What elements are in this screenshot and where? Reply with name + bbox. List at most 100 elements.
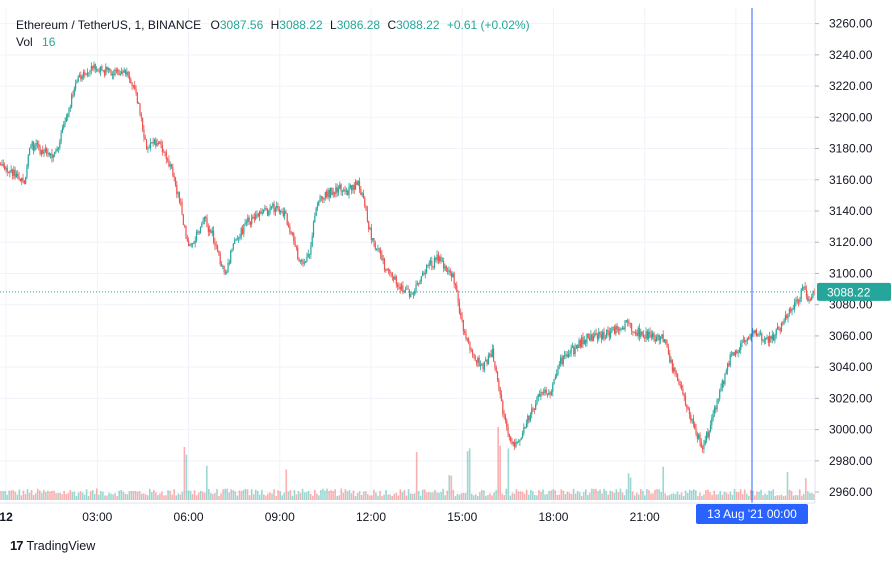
candle bbox=[118, 69, 120, 76]
candle bbox=[562, 355, 564, 367]
candle-body bbox=[608, 331, 610, 338]
candle bbox=[55, 148, 57, 154]
candle bbox=[332, 187, 334, 198]
candle-body bbox=[500, 394, 503, 402]
candle bbox=[783, 318, 785, 325]
volume-bar bbox=[403, 489, 406, 500]
candle bbox=[511, 437, 513, 446]
candle-body bbox=[390, 272, 392, 274]
candle bbox=[612, 326, 614, 331]
candle-body bbox=[519, 439, 521, 442]
candle-body bbox=[385, 270, 387, 271]
volume-bar bbox=[250, 489, 253, 500]
candle bbox=[754, 329, 756, 335]
candle bbox=[74, 79, 77, 92]
candle-body bbox=[494, 361, 496, 368]
candle-body bbox=[64, 121, 66, 125]
candle-body bbox=[364, 198, 366, 206]
candle-body bbox=[13, 169, 15, 176]
volume-bar bbox=[383, 494, 385, 500]
volume-bar bbox=[587, 494, 589, 500]
volume-bar bbox=[493, 492, 495, 500]
candle-body bbox=[330, 187, 332, 198]
candle-body bbox=[478, 357, 480, 366]
candle-body bbox=[748, 337, 750, 339]
volume-bar bbox=[263, 494, 265, 500]
candle bbox=[211, 226, 213, 237]
candle bbox=[259, 210, 261, 222]
candle bbox=[708, 429, 710, 441]
candle-body bbox=[595, 333, 597, 335]
candle bbox=[482, 362, 484, 373]
volume-bar bbox=[307, 490, 310, 500]
candle-body bbox=[190, 243, 192, 245]
candle-body bbox=[683, 394, 685, 397]
candle bbox=[494, 361, 496, 371]
candle bbox=[663, 338, 666, 343]
candle-body bbox=[506, 420, 508, 428]
candle bbox=[173, 172, 175, 182]
candle bbox=[255, 210, 257, 221]
candle bbox=[586, 333, 588, 347]
tradingview-logo[interactable]: 17 TradingView bbox=[10, 538, 95, 553]
volume-bar bbox=[540, 491, 542, 500]
candle-body bbox=[779, 327, 781, 332]
volume-bar bbox=[177, 493, 180, 500]
candle bbox=[165, 149, 167, 164]
candle bbox=[557, 365, 559, 376]
volume-bar bbox=[187, 490, 190, 500]
candle-body bbox=[127, 72, 129, 77]
volume-bar bbox=[750, 490, 752, 500]
candle bbox=[76, 79, 78, 84]
candle-body bbox=[758, 334, 760, 335]
candle-body bbox=[40, 149, 43, 155]
candle-body bbox=[74, 83, 77, 89]
volume-bar bbox=[430, 492, 432, 500]
candle bbox=[17, 170, 19, 180]
candle-body bbox=[10, 169, 12, 172]
volume-bar bbox=[55, 493, 57, 500]
candle-body bbox=[223, 265, 225, 272]
candle bbox=[382, 254, 384, 265]
candle-body bbox=[319, 196, 321, 202]
candle-body bbox=[495, 367, 497, 372]
candles bbox=[0, 61, 815, 454]
volume-bar bbox=[393, 493, 396, 500]
candle-body bbox=[703, 444, 705, 449]
candle-body bbox=[77, 76, 79, 82]
candle-body bbox=[400, 285, 403, 290]
candle-body bbox=[600, 334, 602, 339]
candle-body bbox=[38, 144, 40, 147]
volume-bar bbox=[6, 494, 8, 500]
candle bbox=[102, 69, 104, 73]
tradingview-logo-text: TradingView bbox=[26, 538, 96, 553]
candle-body bbox=[23, 180, 25, 184]
candle-body bbox=[650, 334, 652, 338]
volume-bar bbox=[534, 495, 536, 500]
candle-body bbox=[19, 179, 21, 182]
candle-body bbox=[278, 208, 280, 213]
candle-body bbox=[94, 64, 96, 70]
volume-bar bbox=[697, 496, 699, 500]
candle bbox=[156, 138, 158, 147]
volume-bar bbox=[136, 491, 139, 500]
volume-bar bbox=[762, 495, 764, 500]
volume-bar bbox=[30, 489, 33, 500]
candle bbox=[336, 183, 338, 198]
candle bbox=[607, 326, 609, 336]
candle-body bbox=[544, 389, 546, 393]
volume-bar bbox=[415, 451, 418, 500]
candle-body bbox=[713, 407, 716, 414]
candle-body bbox=[248, 217, 250, 222]
volume-bar bbox=[544, 494, 546, 500]
candle bbox=[272, 202, 274, 209]
volume-bar bbox=[373, 489, 375, 500]
candle bbox=[527, 413, 529, 427]
candle-body bbox=[788, 309, 790, 314]
candle-body bbox=[402, 285, 404, 293]
volume-bar bbox=[248, 495, 251, 500]
candle bbox=[712, 409, 714, 422]
candle bbox=[10, 165, 12, 174]
candle-body bbox=[783, 319, 785, 324]
